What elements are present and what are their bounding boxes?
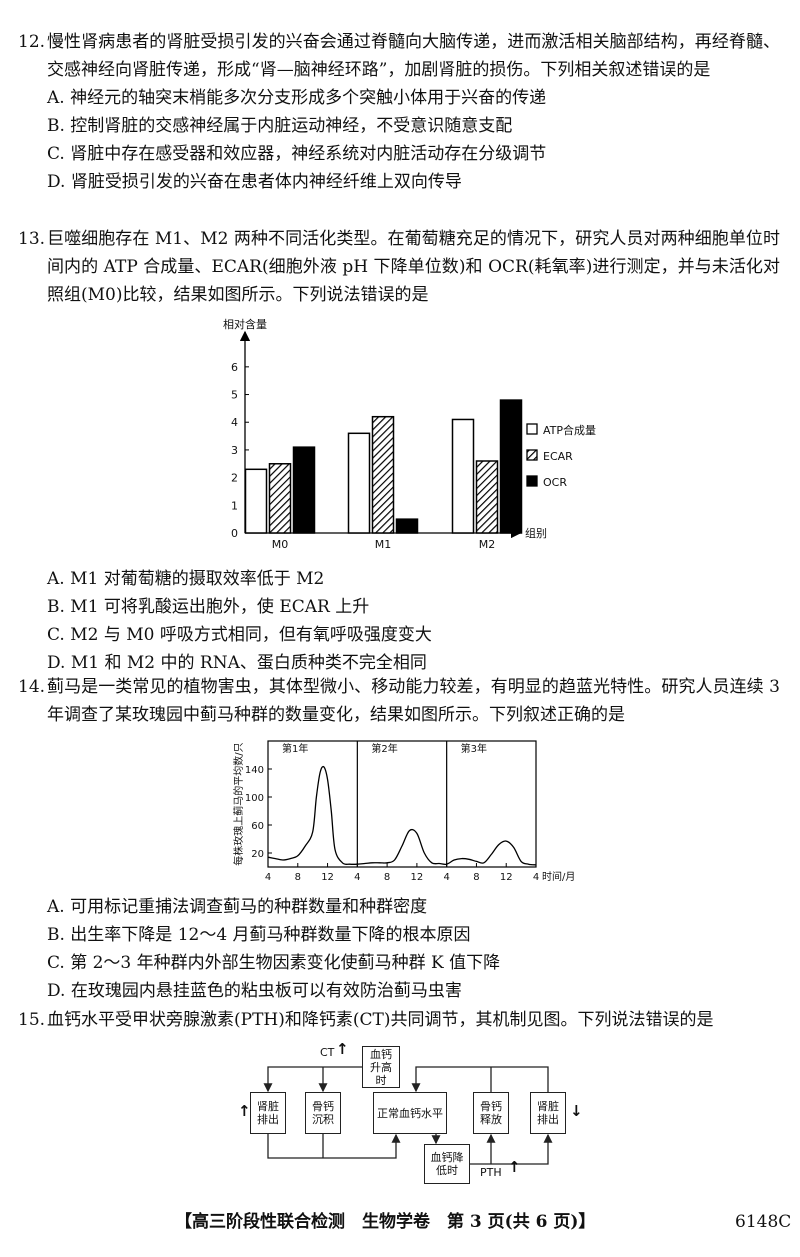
options: A. 可用标记重捕法调查蓟马的种群数量和种群密度 B. 出生率下降是 12～4 月…	[47, 893, 780, 1005]
legend-swatch	[526, 475, 538, 487]
y-axis-label: 每株玫瑰上蓟马的平均数/只	[232, 742, 245, 865]
option: C. 肾脏中存在感受器和效应器，神经系统对内脏活动存在分级调节	[47, 144, 547, 164]
option: A. 可用标记重捕法调查蓟马的种群数量和种群密度	[47, 897, 428, 917]
legend-swatch	[526, 423, 538, 435]
hormone-label: CT	[320, 1046, 335, 1059]
bar	[292, 446, 316, 534]
question-stem: 蓟马是一类常见的植物害虫，其体型微小、移动能力较差，有明显的趋蓝光特性。研究人员…	[47, 673, 780, 729]
option: D. 肾脏受损引发的兴奋在患者体内神经纤维上双向传导	[47, 172, 462, 192]
question-number: 13.	[18, 229, 46, 249]
bar	[451, 418, 475, 534]
legend-label: OCR	[543, 476, 567, 489]
option: A. M1 对葡萄糖的摄取效率低于 M2	[47, 569, 325, 589]
x-tick-label: 12	[500, 872, 513, 883]
option: B. 控制肾脏的交感神经属于内脏运动神经，不受意识随意支配	[47, 116, 513, 136]
diagram-node: 骨钙沉积	[305, 1092, 341, 1134]
x-tick-label: 8	[473, 872, 479, 883]
question: 15. 血钙水平受甲状旁腺激素(PTH)和降钙素(CT)共同调节，其机制见图。下列…	[0, 1006, 800, 1034]
option: B. M1 可将乳酸运出胞外，使 ECAR 上升	[47, 597, 370, 617]
y-axis-label: 相对含量	[223, 318, 267, 331]
question-text: 蓟马是一类常见的植物害虫，其体型微小、移动能力较差，有明显的趋蓝光特性。研究人员…	[47, 677, 780, 725]
y-tick-label: 6	[231, 361, 238, 374]
question: 13. 巨噬细胞存在 M1、M2 两种不同活化类型。在葡萄糖充足的情况下，研究人员…	[0, 225, 800, 309]
hormone-label: PTH	[480, 1166, 502, 1179]
diagram-node: 肾脏排出	[250, 1092, 286, 1134]
bar	[244, 468, 268, 534]
y-tick-label: 4	[231, 416, 238, 429]
diagram-node: 血钙降低时	[424, 1144, 470, 1184]
y-tick-label: 3	[231, 444, 238, 457]
option: C. 第 2～3 年种群内外部生物因素变化使蓟马种群 K 值下降	[47, 953, 501, 973]
question: 12. 慢性肾病患者的肾脏受损引发的兴奋会通过脊髓向大脑传递，进而激活相关脑部结构…	[0, 28, 800, 196]
footer-text: 【高三阶段性联合检测 生物学卷 第 3 页(共 6 页)】	[175, 1212, 596, 1232]
question-number: 12.	[18, 32, 46, 52]
question-text: 慢性肾病患者的肾脏受损引发的兴奋会通过脊髓向大脑传递，进而激活相关脑部结构，再经…	[47, 32, 780, 80]
options: A. M1 对葡萄糖的摄取效率低于 M2 B. M1 可将乳酸运出胞外，使 ECA…	[47, 565, 780, 677]
option: D. M1 和 M2 中的 RNA、蛋白质种类不完全相同	[47, 653, 427, 673]
x-tick-label: 4	[533, 872, 539, 883]
option: D. 在玫瑰园内悬挂蓝色的粘虫板可以有效防治蓟马虫害	[47, 981, 462, 1001]
legend-swatch	[526, 449, 538, 461]
option: B. 出生率下降是 12～4 月蓟马种群数量下降的根本原因	[47, 925, 471, 945]
x-axis-label: 时间/月	[542, 870, 575, 883]
option: A. 神经元的轴突末梢能多次分支形成多个突触小体用于兴奋的传递	[47, 88, 547, 108]
x-tick-label: 4	[443, 872, 449, 883]
bar	[499, 399, 523, 534]
x-tick-label: 4	[265, 872, 271, 883]
diagram-node: 正常血钙水平	[373, 1092, 447, 1134]
question-stem: 巨噬细胞存在 M1、M2 两种不同活化类型。在葡萄糖充足的情况下，研究人员对两种…	[47, 225, 780, 309]
year-label: 第2年	[371, 742, 397, 755]
x-axis-label: 组别	[525, 526, 547, 540]
question-text: 巨噬细胞存在 M1、M2 两种不同活化类型。在葡萄糖充足的情况下，研究人员对两种…	[47, 229, 780, 305]
x-tick-label: 4	[354, 872, 360, 883]
y-tick-label: 60	[251, 821, 264, 832]
arrow-up: ↑	[238, 1102, 251, 1120]
question-number: 15.	[18, 1010, 46, 1030]
diagram-node: 血钙升高时	[362, 1046, 400, 1088]
bar	[475, 460, 499, 534]
y-tick-label: 0	[231, 527, 238, 540]
diagram-node: 骨钙释放	[473, 1092, 509, 1134]
y-tick-label: 100	[245, 793, 264, 804]
y-tick-label: 5	[231, 389, 238, 402]
bar	[268, 463, 292, 534]
line-chart: 4 8 12 4 8 12 4 8 12 4 第1年 第2年 第3年 20 60 100 140每株玫瑰上蓟马的…	[232, 740, 575, 883]
diagram: ↑ ↑ ↓ ↑ 血钙升高时 肾脏排出 骨钙沉积 正常血钙水平 骨钙释放 肾脏排出 血钙降低时…	[236, 1036, 586, 1196]
x-tick-label: 8	[384, 872, 390, 883]
diagram-lines	[263, 1066, 553, 1165]
x-tick-label: M2	[479, 538, 496, 551]
arrow-up: ↑	[336, 1040, 349, 1058]
question-stem: 血钙水平受甲状旁腺激素(PTH)和降钙素(CT)共同调节，其机制见图。下列说法错…	[47, 1006, 780, 1034]
y-tick-label: 1	[231, 499, 238, 512]
bar	[347, 432, 371, 534]
legend-label: ATP合成量	[543, 423, 596, 437]
y-tick-label: 20	[251, 849, 264, 860]
footer-code: 6148C	[735, 1212, 792, 1232]
year-label: 第1年	[282, 742, 308, 755]
legend-label: ECAR	[543, 450, 573, 463]
bar	[371, 415, 395, 534]
x-tick-label: 8	[295, 872, 301, 883]
diagram-node: 肾脏排出	[530, 1092, 566, 1134]
x-tick-label: 12	[411, 872, 424, 883]
option: C. M2 与 M0 呼吸方式相同，但有氧呼吸强度变大	[47, 625, 432, 645]
year-label: 第3年	[461, 742, 487, 755]
population-line	[267, 765, 537, 866]
x-tick-label: 12	[321, 872, 334, 883]
question-number: 14.	[18, 677, 46, 697]
question: 14. 蓟马是一类常见的植物害虫，其体型微小、移动能力较差，有明显的趋蓝光特性。研…	[0, 673, 800, 729]
question-text: 血钙水平受甲状旁腺激素(PTH)和降钙素(CT)共同调节，其机制见图。下列说法错…	[47, 1010, 714, 1030]
y-tick-label: 140	[245, 765, 264, 776]
y-tick-label: 2	[231, 472, 238, 485]
x-tick-label: M0	[272, 538, 289, 551]
arrow-up: ↑	[508, 1158, 521, 1176]
arrow-down: ↓	[570, 1102, 583, 1120]
x-tick-label: M1	[375, 538, 392, 551]
bar	[395, 518, 419, 534]
plot-frame	[267, 740, 537, 868]
question-stem: 慢性肾病患者的肾脏受损引发的兴奋会通过脊髓向大脑传递，进而激活相关脑部结构，再经…	[47, 28, 780, 196]
